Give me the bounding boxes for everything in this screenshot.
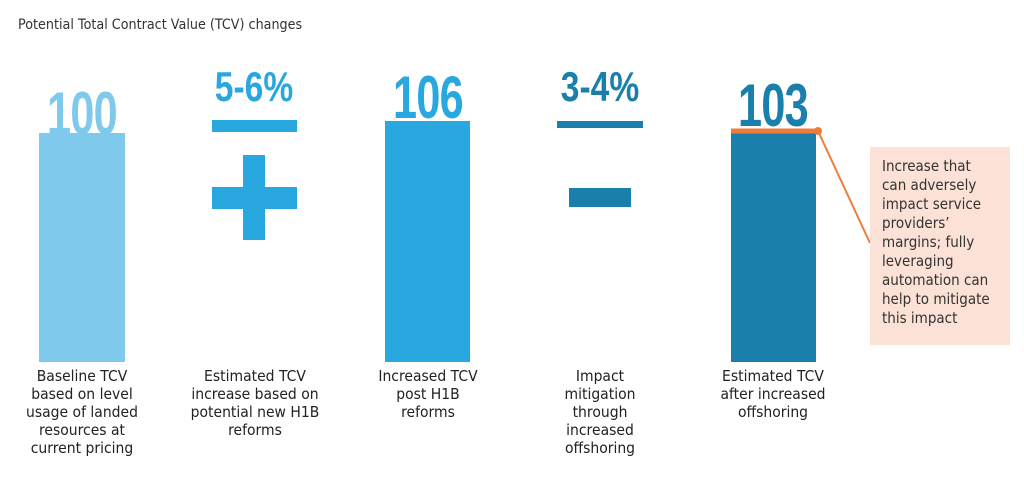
increase-underline <box>212 120 297 132</box>
bar-baseline <box>39 133 125 362</box>
leader-line <box>817 130 871 244</box>
value-label-baseline: 100 <box>47 80 118 147</box>
bar-after-offshoring <box>731 133 816 362</box>
category-label-post-h1b: Increased TCV post H1B reforms <box>378 367 478 421</box>
plus-icon-bar <box>212 187 297 209</box>
value-label-post-h1b: 106 <box>393 64 464 131</box>
category-label-mitigation: Impact mitigation through increased offs… <box>564 367 636 457</box>
annotation-box: Increase that can adversely impact servi… <box>870 147 1010 345</box>
value-label-increase: 5-6% <box>214 63 294 110</box>
value-label-mitigation: 3-4% <box>560 63 640 110</box>
annotation-text: Increase that can adversely impact servi… <box>882 157 990 327</box>
category-label-increase: Estimated TCV increase based on potentia… <box>190 367 320 439</box>
category-label-after-offshoring: Estimated TCV after increased offshoring <box>720 367 826 421</box>
category-label-baseline: Baseline TCV based on level usage of lan… <box>26 367 138 457</box>
minus-icon <box>569 188 631 207</box>
bar-post-h1b <box>385 121 470 362</box>
chart-title: Potential Total Contract Value (TCV) cha… <box>18 17 303 33</box>
value-label-after-offshoring: 103 <box>738 72 809 139</box>
mitigation-underline <box>557 121 643 128</box>
